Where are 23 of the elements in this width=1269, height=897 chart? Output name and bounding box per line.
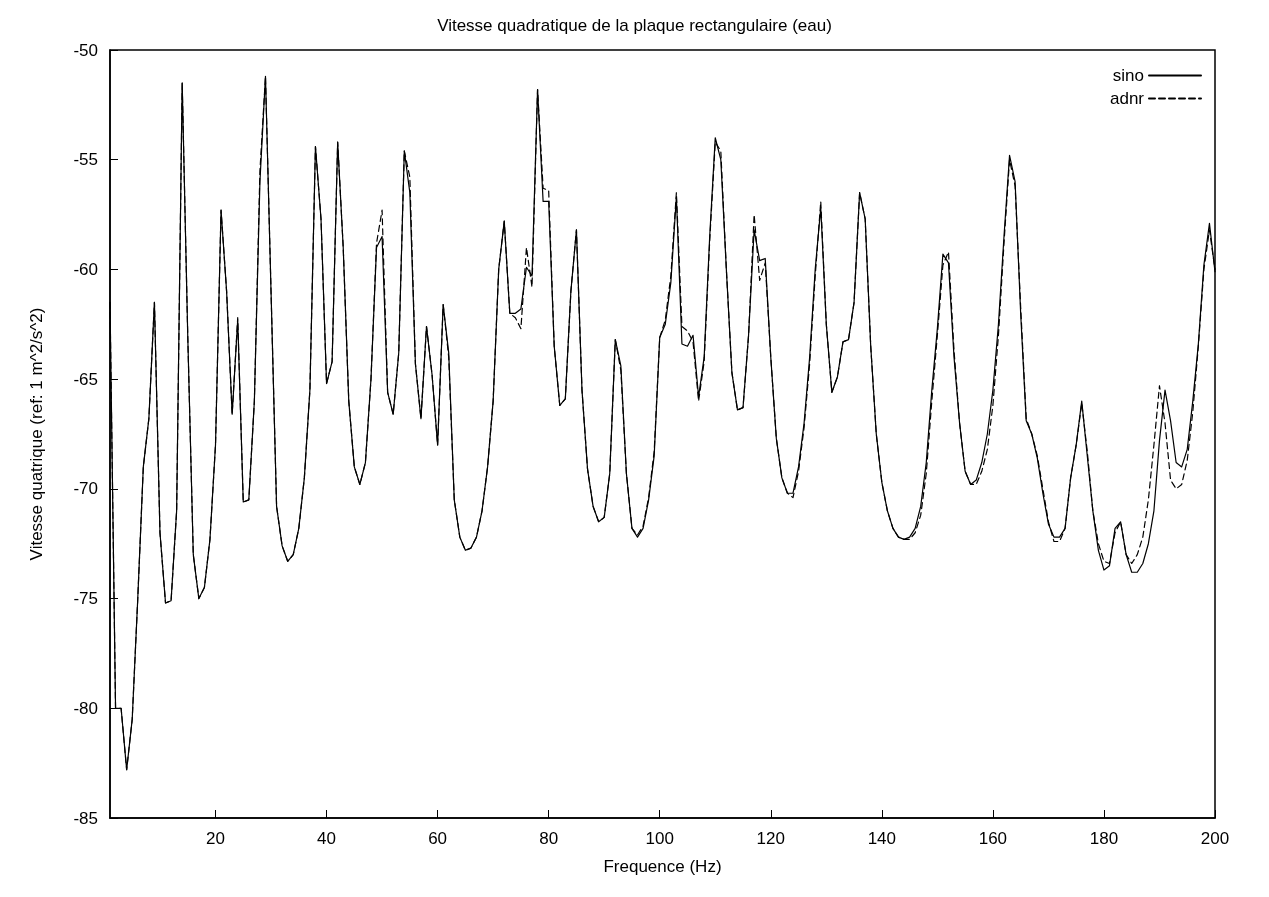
x-tick-label: 80 (539, 829, 559, 848)
x-tick-label: 120 (756, 829, 785, 848)
y-tick-label: -85 (73, 808, 98, 828)
x-tick-label: 200 (1200, 829, 1230, 848)
y-tick-label: -70 (73, 479, 98, 499)
x-axis-title: Frequence (Hz) (603, 857, 722, 876)
x-tick-label: 20 (206, 829, 225, 848)
y-tick-label: -55 (73, 150, 98, 170)
x-tick-label: 100 (645, 829, 674, 848)
y-tick-label: -80 (73, 698, 98, 718)
x-tick-label: 60 (428, 829, 448, 848)
legend-label: adnr (1109, 89, 1145, 108)
x-tick-label: 160 (978, 829, 1008, 848)
x-tick-label: 180 (1089, 829, 1119, 848)
x-tick-label: 140 (867, 829, 897, 848)
y-axis-title: Vitesse quatrique (ref: 1 m^2/s^2) (27, 307, 46, 561)
y-tick-label: -60 (73, 259, 98, 279)
x-tick-label: 40 (317, 829, 337, 848)
legend-label: sino (1112, 66, 1144, 85)
chart-title: Vitesse quadratique de la plaque rectangulaire (eau) (437, 16, 832, 35)
y-tick-label: -50 (73, 40, 98, 60)
y-tick-label: -75 (73, 589, 98, 609)
y-tick-label: -65 (73, 369, 98, 389)
